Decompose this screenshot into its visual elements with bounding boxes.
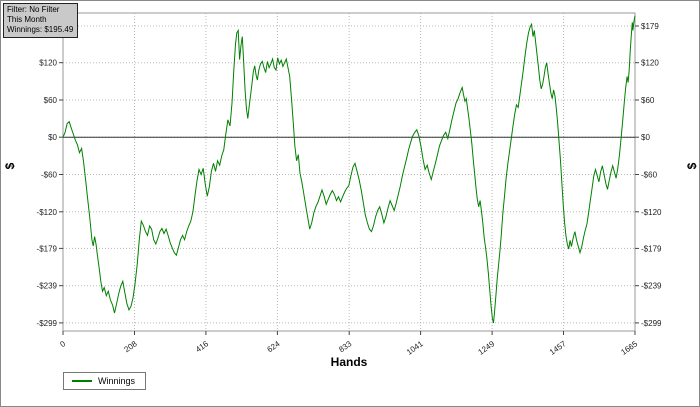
- legend-label: Winnings: [98, 376, 136, 386]
- y-tick-label-right: -$239: [641, 282, 662, 291]
- x-axis-label: Hands: [330, 355, 368, 369]
- y-tick-label-left: -$299: [37, 319, 58, 328]
- y-axis-label-right: $: [685, 162, 699, 170]
- y-tick-label-left: -$239: [37, 282, 58, 291]
- x-tick-label: 624: [265, 339, 282, 354]
- x-tick-label: 416: [194, 339, 211, 354]
- y-tick-label-right: $120: [641, 59, 659, 68]
- y-tick-label-right: $60: [641, 96, 655, 105]
- legend: Winnings: [63, 372, 147, 390]
- y-tick-label-left: -$120: [37, 208, 58, 217]
- y-tick-label-left: $60: [44, 96, 58, 105]
- y-tick-label-left: $120: [39, 59, 57, 68]
- winnings-line: [62, 15, 636, 324]
- legend-line-swatch: [72, 380, 92, 382]
- y-tick-label-right: -$60: [641, 171, 658, 180]
- y-tick-label-right: $179: [641, 22, 659, 31]
- x-tick-label: 0: [58, 339, 67, 349]
- y-tick-label-right: -$179: [641, 244, 662, 253]
- y-axis-label-left: $: [3, 162, 17, 170]
- x-tick-label: 208: [123, 339, 140, 354]
- winnings-total-label: Winnings: $195.49: [7, 25, 74, 34]
- filter-info-box: Filter: No Filter This Month Winnings: $…: [3, 3, 79, 38]
- y-tick-label-right: -$120: [641, 208, 662, 217]
- y-tick-label-left: $0: [48, 133, 57, 142]
- y-tick-label-left: -$60: [41, 171, 58, 180]
- period-label: This Month: [7, 15, 47, 24]
- x-tick-label: 833: [337, 339, 354, 354]
- y-tick-label-right: $0: [641, 133, 650, 142]
- y-tick-label-left: -$179: [37, 244, 58, 253]
- filter-label: Filter: No Filter: [7, 5, 60, 14]
- y-tick-label-right: -$299: [641, 319, 662, 328]
